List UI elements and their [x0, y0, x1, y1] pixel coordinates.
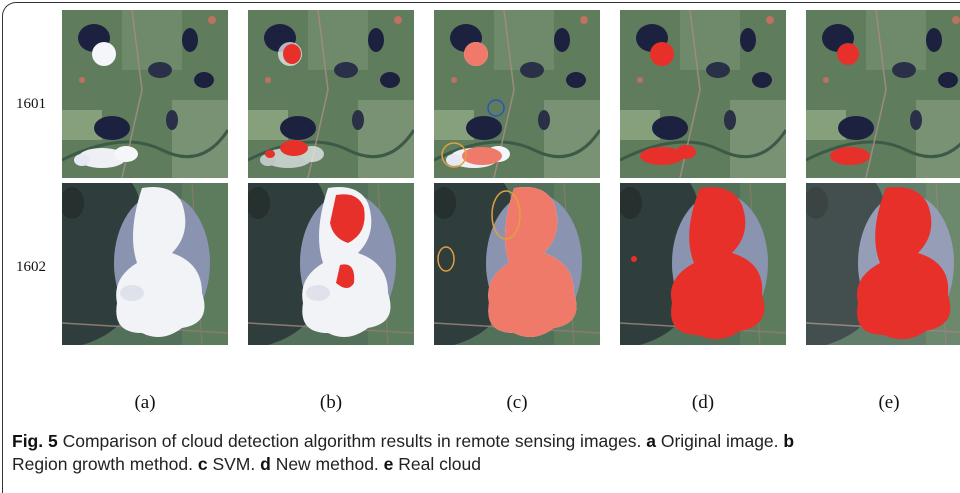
caption-key: a	[646, 431, 656, 451]
image	[434, 10, 600, 178]
caption-key: b	[783, 431, 794, 451]
caption-item: SVM.	[212, 454, 255, 474]
image	[62, 10, 228, 178]
row-label: 1602	[16, 259, 46, 276]
image	[434, 183, 600, 345]
column-label: (e)	[806, 392, 960, 414]
caption-item: Region growth method.	[12, 454, 193, 474]
caption-item: Real cloud	[398, 454, 481, 474]
page: {"figure": { "rows": ["1601", "1602"], "…	[0, 0, 960, 479]
column-label: (c)	[434, 392, 600, 414]
row-label: 1601	[16, 96, 46, 113]
image	[620, 183, 786, 345]
caption-key: d	[260, 454, 271, 474]
caption-item: Original image.	[661, 431, 779, 451]
column-label: (a)	[62, 392, 228, 414]
caption-key: e	[384, 454, 394, 474]
image	[248, 10, 414, 178]
column-label: (d)	[620, 392, 786, 414]
caption-label: Fig. 5	[12, 431, 58, 451]
caption-text: Comparison of cloud detection algorithm …	[63, 431, 642, 451]
caption-item: New method.	[276, 454, 379, 474]
image	[806, 10, 960, 178]
caption-key: c	[198, 454, 208, 474]
image	[806, 183, 960, 345]
caption: Fig. 5 Comparison of cloud detection alg…	[12, 430, 942, 476]
image	[248, 183, 414, 345]
image	[620, 10, 786, 178]
column-label: (b)	[248, 392, 414, 414]
image	[62, 183, 228, 345]
